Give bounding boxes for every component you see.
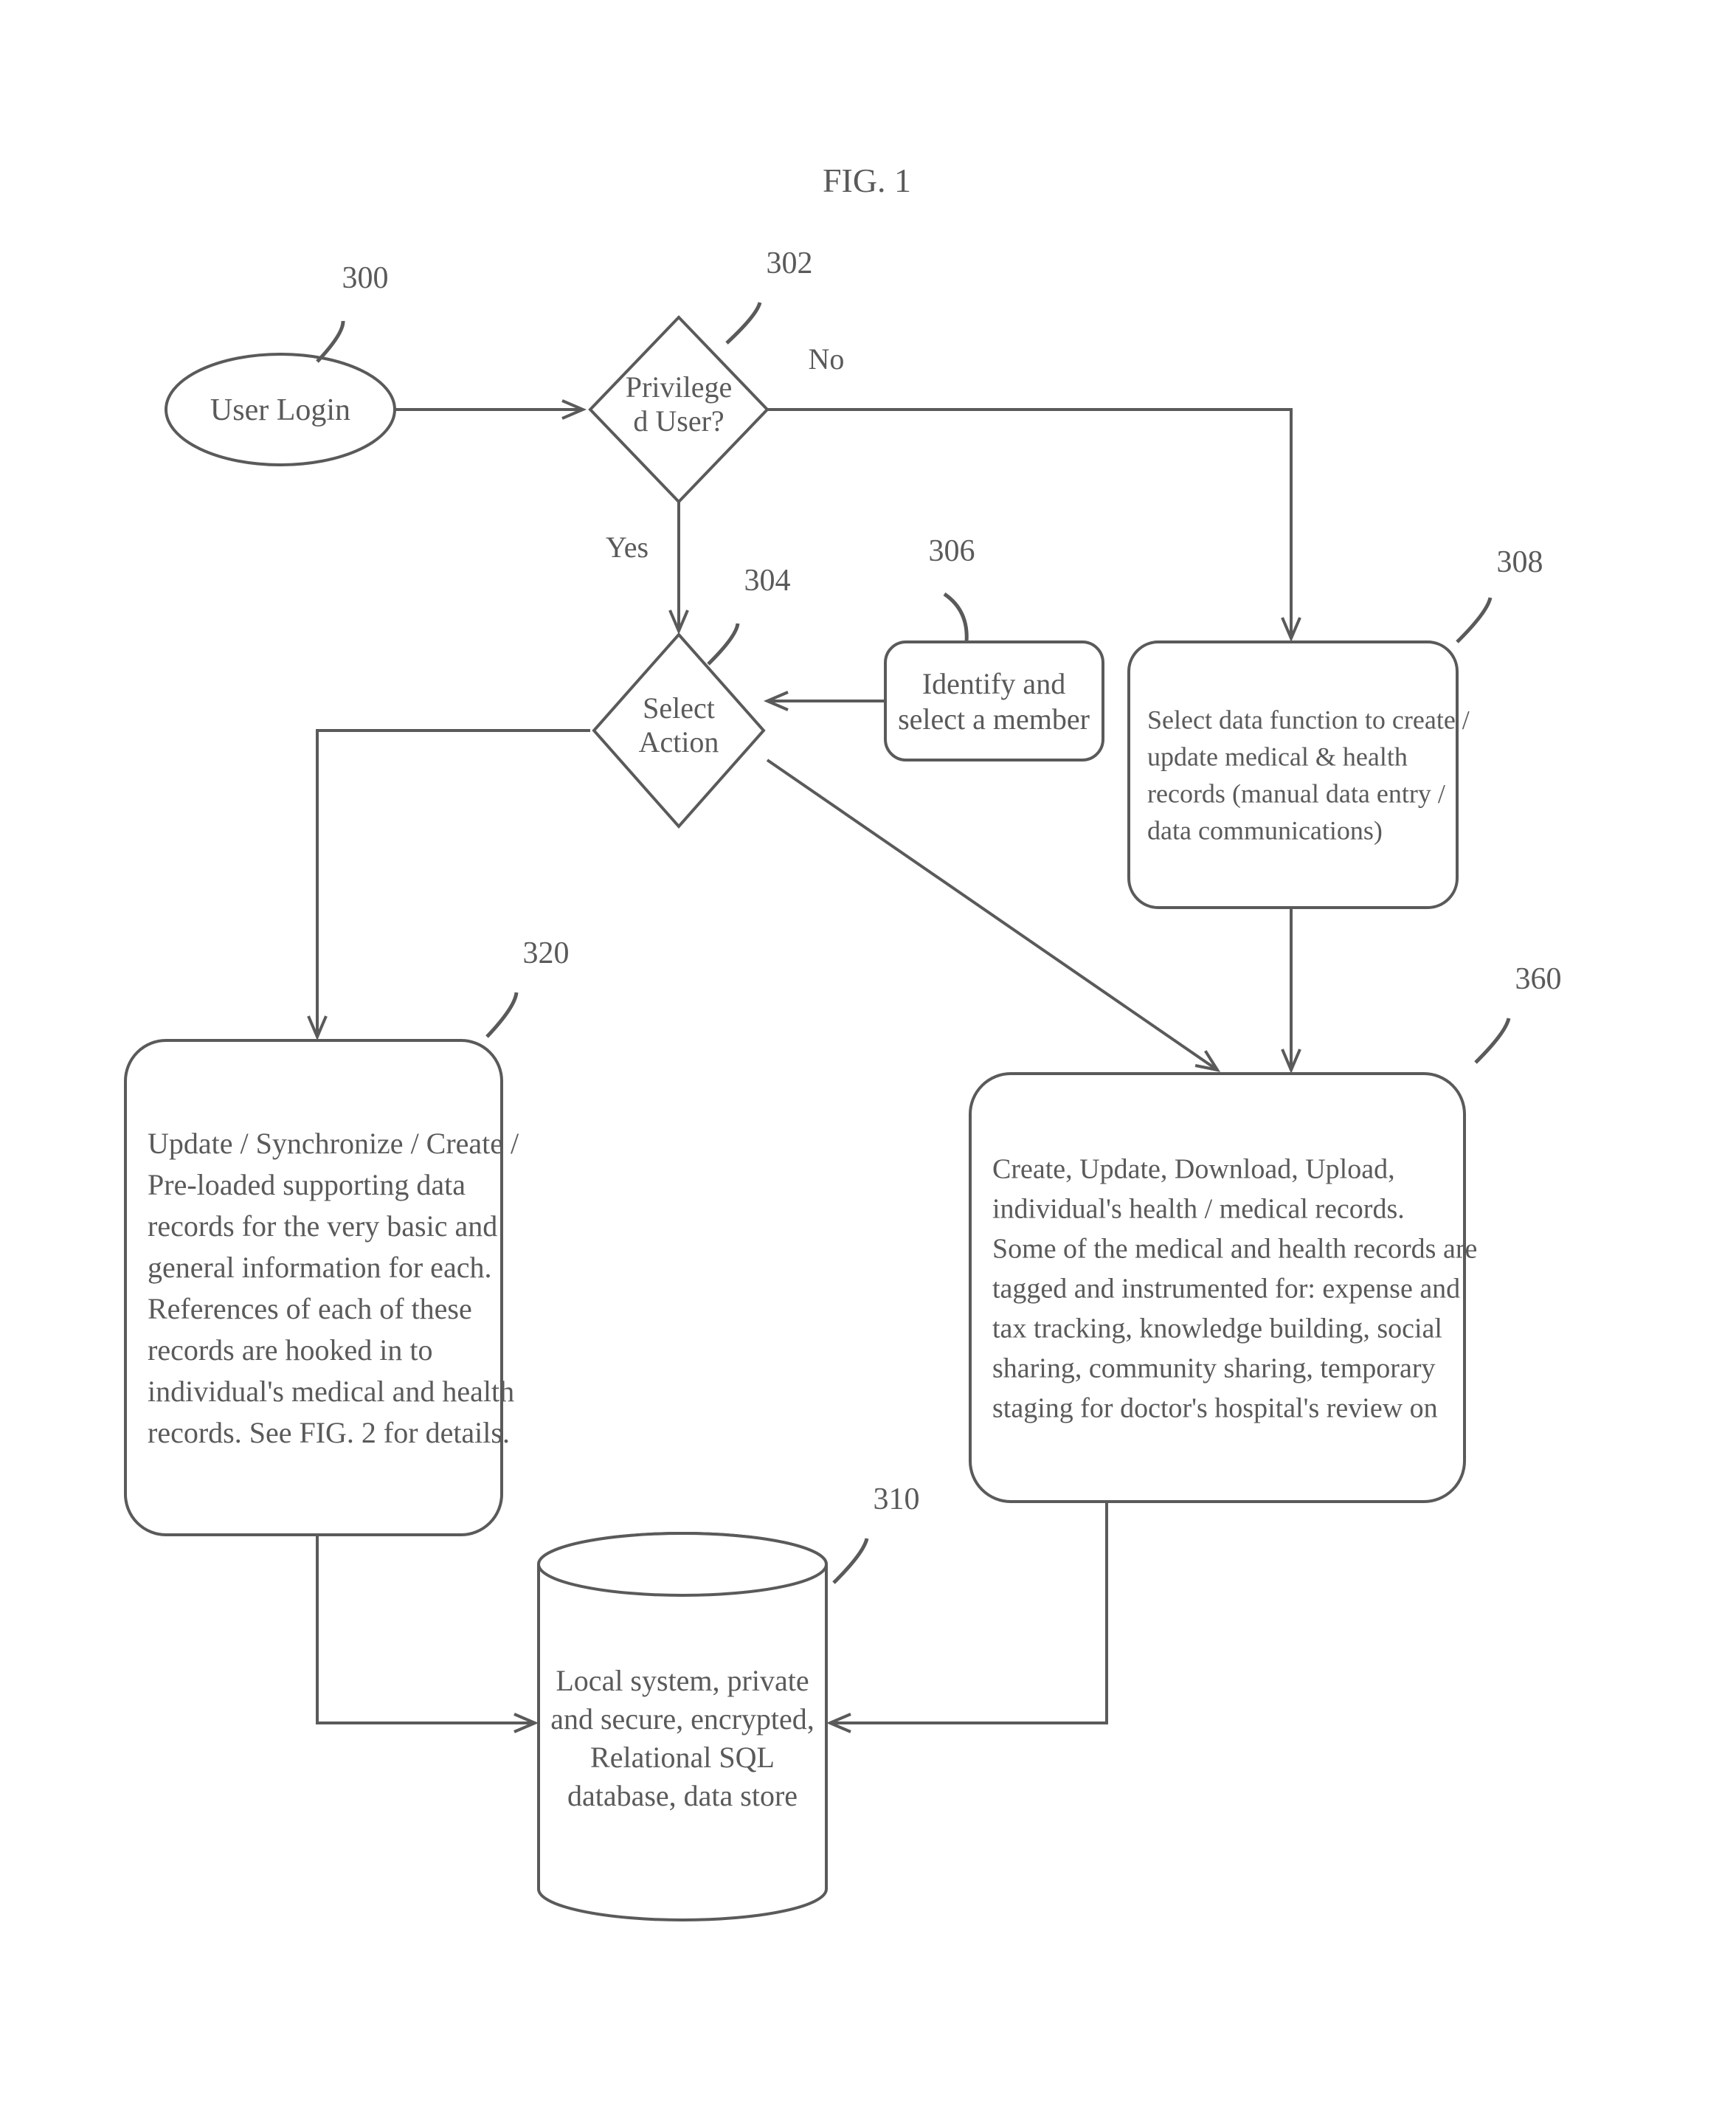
edge-e360-310	[830, 1502, 1107, 1732]
ref-label-n304: 304	[744, 564, 791, 598]
ref-label-n300: 300	[342, 261, 389, 295]
node-n304: SelectAction	[594, 635, 764, 826]
ref-label-n360: 360	[1515, 962, 1562, 996]
leader-n320	[487, 992, 516, 1037]
flowchart: User Login Privileged User? SelectAction Id…	[0, 0, 1736, 2117]
leader-n300	[317, 321, 343, 362]
figure-title: FIG. 1	[823, 162, 911, 199]
node-n360: Create, Update, Download, Upload,individ…	[970, 1074, 1477, 1502]
leader-n302	[727, 303, 760, 343]
leader-n304	[708, 624, 738, 664]
ref-label-n308: 308	[1497, 545, 1543, 579]
edge-e306-304	[767, 692, 885, 710]
ref-label-n320: 320	[523, 936, 570, 970]
leader-n360	[1476, 1018, 1509, 1063]
node-n310: Local system, privateand secure, encrypt…	[539, 1533, 826, 1920]
branch-label-yes: Yes	[606, 531, 649, 564]
edge-e320-310	[317, 1535, 535, 1732]
ref-label-n306: 306	[929, 534, 975, 568]
node-text-n360: Create, Update, Download, Upload,individ…	[992, 1153, 1477, 1423]
node-n320: Update / Synchronize / Create /Pre-loade…	[125, 1040, 519, 1535]
edge-e304-320	[308, 731, 590, 1037]
edge-e300-302	[395, 401, 583, 418]
edge-e302-304	[670, 502, 688, 631]
ref-label-n302: 302	[767, 246, 813, 280]
node-n308: Select data function to create /update m…	[1129, 642, 1470, 908]
node-text-n304: SelectAction	[639, 691, 719, 759]
node-text-n302: Privileged User?	[626, 370, 732, 438]
node-n300: User Login	[166, 354, 395, 465]
leader-n310	[834, 1538, 867, 1583]
leader-n306	[944, 594, 966, 642]
leader-n308	[1457, 598, 1490, 642]
node-text-n300: User Login	[210, 393, 350, 427]
edge-e302-308	[767, 410, 1300, 638]
node-n302: Privileged User?	[590, 317, 767, 502]
ref-label-n310: 310	[874, 1482, 920, 1516]
edge-e308-360	[1282, 908, 1300, 1070]
node-n306: Identify andselect a member	[885, 642, 1103, 760]
branch-label-no: No	[809, 342, 845, 376]
